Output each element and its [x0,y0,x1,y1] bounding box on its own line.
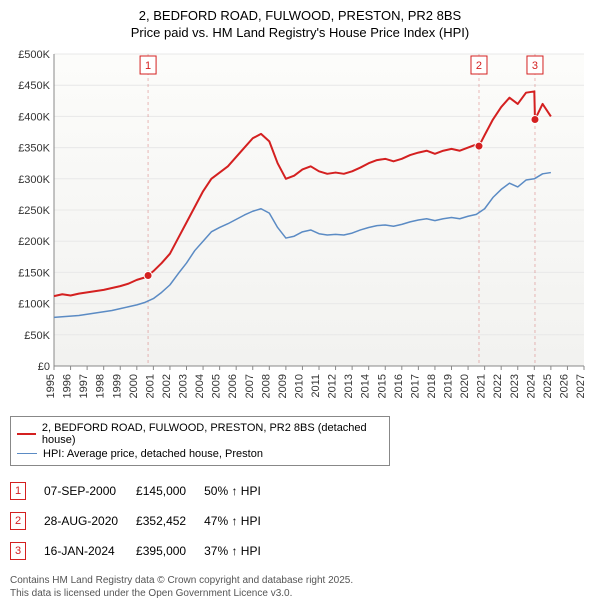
svg-text:2022: 2022 [492,374,504,398]
svg-text:2007: 2007 [244,374,256,398]
marker-num-box: 1 [10,482,26,500]
marker-num-box: 2 [10,512,26,530]
legend-swatch [17,453,37,454]
legend-swatch [17,433,36,435]
svg-text:2016: 2016 [393,374,405,398]
svg-text:2001: 2001 [144,374,156,398]
price-chart: £0 £50K £100K £150K £200K £250K £300K £350K £400… [10,48,590,408]
svg-text:£50K: £50K [24,330,50,342]
marker-date: 16-JAN-2024 [44,536,136,566]
svg-text:2011: 2011 [310,374,322,398]
svg-text:2027: 2027 [575,374,587,398]
svg-text:1997: 1997 [78,374,90,398]
svg-text:1998: 1998 [95,374,107,398]
footer-line1: Contains HM Land Registry data © Crown c… [10,574,590,587]
svg-text:2025: 2025 [542,374,554,398]
svg-text:£150K: £150K [18,267,50,279]
svg-text:2009: 2009 [277,374,289,398]
marker-price: £352,452 [136,506,204,536]
svg-text:2017: 2017 [409,374,421,398]
svg-text:2006: 2006 [227,374,239,398]
svg-text:£250K: £250K [18,205,50,217]
marker-row: 3 16-JAN-2024£395,00037% ↑ HPI [10,536,279,566]
legend-row: 2, BEDFORD ROAD, FULWOOD, PRESTON, PR2 8… [17,421,383,447]
marker-row: 1 07-SEP-2000£145,00050% ↑ HPI [10,476,279,506]
footer-note: Contains HM Land Registry data © Crown c… [10,574,590,600]
marker-delta: 50% ↑ HPI [204,476,279,506]
svg-text:2008: 2008 [260,374,272,398]
svg-text:£500K: £500K [18,49,50,61]
svg-text:£100K: £100K [18,298,50,310]
legend: 2, BEDFORD ROAD, FULWOOD, PRESTON, PR2 8… [10,416,390,466]
svg-text:2012: 2012 [327,374,339,398]
svg-text:2003: 2003 [178,374,190,398]
svg-text:£0: £0 [38,361,50,373]
svg-text:2024: 2024 [525,374,537,398]
marker-delta: 37% ↑ HPI [204,536,279,566]
marker-date: 07-SEP-2000 [44,476,136,506]
svg-text:2010: 2010 [293,374,305,398]
marker-date: 28-AUG-2020 [44,506,136,536]
svg-text:2026: 2026 [558,374,570,398]
svg-text:£400K: £400K [18,111,50,123]
svg-text:2015: 2015 [376,374,388,398]
chart-svg: £0 £50K £100K £150K £200K £250K £300K £350K £400… [10,48,590,408]
title-line1: 2, BEDFORD ROAD, FULWOOD, PRESTON, PR2 8… [10,8,590,25]
svg-text:1999: 1999 [111,374,123,398]
svg-text:£450K: £450K [18,80,50,92]
svg-text:1: 1 [145,60,151,72]
marker-row: 2 28-AUG-2020£352,45247% ↑ HPI [10,506,279,536]
svg-text:£200K: £200K [18,236,50,248]
svg-text:£300K: £300K [18,174,50,186]
marker-price: £395,000 [136,536,204,566]
svg-text:£350K: £350K [18,142,50,154]
legend-row: HPI: Average price, detached house, Pres… [17,447,383,461]
svg-text:2014: 2014 [360,374,372,398]
svg-text:2023: 2023 [509,374,521,398]
svg-text:2004: 2004 [194,374,206,398]
svg-text:2020: 2020 [459,374,471,398]
svg-text:1995: 1995 [45,374,57,398]
svg-text:2019: 2019 [443,374,455,398]
svg-text:3: 3 [532,60,538,72]
legend-label: 2, BEDFORD ROAD, FULWOOD, PRESTON, PR2 8… [42,422,383,446]
svg-text:2018: 2018 [426,374,438,398]
marker-price: £145,000 [136,476,204,506]
svg-text:2000: 2000 [128,374,140,398]
svg-text:2021: 2021 [476,374,488,398]
svg-text:1996: 1996 [62,374,74,398]
svg-text:2013: 2013 [343,374,355,398]
marker-num-box: 3 [10,542,26,560]
legend-label: HPI: Average price, detached house, Pres… [43,448,263,460]
markers-table: 1 07-SEP-2000£145,00050% ↑ HPI 2 28-AUG-202… [10,476,279,566]
footer-line2: This data is licensed under the Open Gov… [10,587,590,600]
svg-text:2002: 2002 [161,374,173,398]
marker-delta: 47% ↑ HPI [204,506,279,536]
title-line2: Price paid vs. HM Land Registry's House … [10,25,590,42]
chart-title: 2, BEDFORD ROAD, FULWOOD, PRESTON, PR2 8… [10,8,590,42]
svg-text:2005: 2005 [211,374,223,398]
svg-text:2: 2 [476,60,482,72]
